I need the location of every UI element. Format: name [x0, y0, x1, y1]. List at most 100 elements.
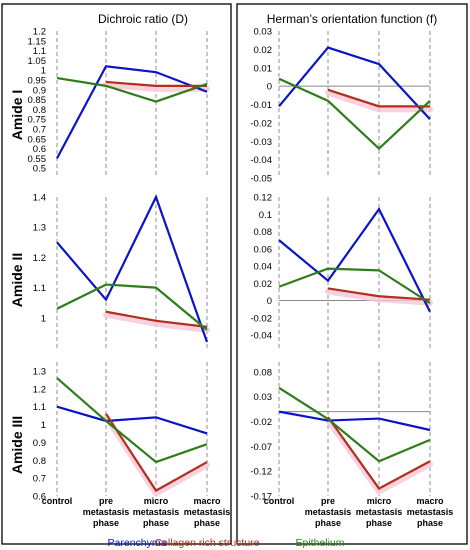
y-tick-label: 0.1 — [259, 210, 272, 221]
y-tick-label: -0.12 — [250, 467, 272, 478]
x-tick-label: metastasis — [83, 507, 130, 517]
y-tick-label: 0 — [267, 296, 272, 307]
x-tick-label: metastasis — [133, 507, 180, 517]
series-line-parenchyma — [56, 65, 208, 159]
y-tick-label: -0.07 — [250, 442, 272, 453]
x-tick-label: metastasis — [305, 507, 352, 517]
series-line-parenchyma — [278, 46, 431, 120]
collagen-error-band — [325, 417, 433, 495]
y-tick-label: 0.04 — [254, 262, 273, 273]
x-tick-label: control — [42, 496, 73, 506]
series-line-collagen-rich-structure — [105, 80, 207, 87]
y-tick-label: 0.6 — [33, 144, 46, 155]
y-tick-label: 1.05 — [28, 56, 47, 67]
y-tick-label: 0.01 — [254, 63, 273, 74]
x-tick-label: phase — [93, 518, 119, 528]
y-tick-label: -0.02 — [250, 118, 272, 129]
y-tick-label: -0.17 — [250, 492, 272, 503]
series-line-epithelium — [56, 377, 208, 464]
x-tick-label: metastasis — [407, 507, 454, 517]
y-tick-label: 0.5 — [33, 164, 46, 175]
y-tick-label: 0.55 — [28, 154, 47, 165]
y-tick-label: 0.7 — [33, 125, 46, 136]
x-tick-label: macro — [193, 496, 221, 506]
y-tick-label: 0 — [267, 82, 272, 93]
y-tick-label: 0.06 — [254, 244, 273, 255]
y-tick-label: 1.4 — [33, 193, 46, 204]
x-tick-label: macro — [416, 496, 444, 506]
y-tick-label: 0.9 — [33, 438, 46, 449]
series-line-collagen-rich-structure — [327, 88, 430, 108]
series-line-parenchyma — [56, 405, 208, 435]
y-tick-label: 1.2 — [33, 27, 46, 38]
left-panel-frame — [1, 3, 232, 545]
y-tick-label: -0.02 — [250, 313, 272, 324]
y-tick-label: 1 — [41, 420, 46, 431]
chart-5: 0.6 0.7 0.8 0.9 1 1.1 1.2 1.3 — [33, 362, 210, 503]
x-tick-label: pre — [99, 496, 113, 506]
y-tick-label: -0.03 — [250, 137, 272, 148]
chart-2: -0.05 -0.04 -0.03 -0.02 -0.01 0 0.01 0.02 0.03 — [250, 27, 433, 185]
legend-entry: Epithelium — [295, 537, 344, 549]
y-tick-label: 1.2 — [33, 384, 46, 395]
row-label: Amide II — [9, 253, 25, 307]
y-tick-label: 0.8 — [33, 456, 46, 467]
series-line-collagen-rich-structure — [105, 413, 208, 493]
chart-6: -0.17 -0.12 -0.07 -0.02 0.03 0.08 — [250, 362, 433, 503]
y-tick-label: 0.08 — [254, 227, 273, 238]
series-line-collagen-rich-structure — [327, 416, 431, 490]
series-line-collagen-rich-structure — [105, 310, 208, 328]
series-line-parenchyma — [278, 206, 431, 313]
y-tick-label: -0.01 — [250, 100, 272, 111]
series-line-epithelium — [278, 267, 431, 305]
collagen-error-band — [103, 311, 210, 333]
x-tick-label: phase — [417, 518, 443, 528]
y-tick-label: 1.1 — [33, 283, 46, 294]
x-tick-label: phase — [315, 518, 341, 528]
row-labels: Amide I Amide II Amide III — [9, 90, 25, 474]
charts: 0.50.550.60.650.70.750.80.850.90.9511.05… — [28, 27, 433, 503]
x-tick-label: metastasis — [184, 507, 231, 517]
series-line-collagen-rich-structure — [327, 287, 431, 301]
legend-entry: Collagen rich structure — [154, 537, 259, 549]
y-tick-label: 0.03 — [254, 27, 273, 38]
y-tick-label: 0.02 — [254, 45, 273, 56]
chart-4: -0.04 -0.02 0 0.02 0.04 0.06 0.08 0.1 0.12 — [250, 193, 433, 348]
panel-frames — [1, 3, 468, 545]
collagen-error-band — [325, 288, 433, 306]
y-tick-label: 0.7 — [33, 474, 46, 485]
row-label: Amide I — [9, 90, 25, 141]
y-tick-label: 0.8 — [33, 105, 46, 116]
chart-3: 1 1.1 1.2 1.3 1.4 — [33, 193, 210, 348]
collagen-error-band — [103, 413, 210, 497]
y-tick-label: 1.3 — [33, 366, 46, 377]
y-tick-label: 1.15 — [28, 36, 47, 47]
y-tick-label: 1.2 — [33, 253, 46, 264]
x-tick-label: pre — [321, 496, 335, 506]
x-tick-label: phase — [366, 518, 392, 528]
y-tick-label: 1 — [41, 66, 46, 77]
x-axis-labels: control premetastasisphasemicrometastasis… — [42, 496, 454, 528]
y-tick-label: 1 — [41, 313, 46, 324]
x-tick-label: control — [264, 496, 295, 506]
y-tick-label: 0.08 — [254, 367, 273, 378]
series-line-epithelium — [278, 386, 431, 463]
y-tick-label: -0.04 — [250, 331, 272, 342]
y-tick-label: 0.03 — [254, 392, 273, 403]
series-line-parenchyma — [56, 194, 209, 343]
y-tick-label: -0.02 — [250, 417, 272, 428]
y-tick-label: 0.6 — [33, 492, 46, 503]
x-tick-label: phase — [194, 518, 220, 528]
series-line-parenchyma — [278, 410, 431, 432]
y-tick-label: 0.95 — [28, 76, 47, 87]
y-tick-label: 0.75 — [28, 115, 47, 126]
y-tick-label: -0.04 — [250, 155, 272, 166]
series-line-epithelium — [56, 76, 208, 103]
y-tick-label: 0.85 — [28, 95, 47, 106]
x-tick-label: micro — [144, 496, 169, 506]
y-tick-label: -0.05 — [250, 174, 272, 185]
x-tick-label: micro — [367, 496, 392, 506]
y-tick-label: 0.9 — [33, 85, 46, 96]
